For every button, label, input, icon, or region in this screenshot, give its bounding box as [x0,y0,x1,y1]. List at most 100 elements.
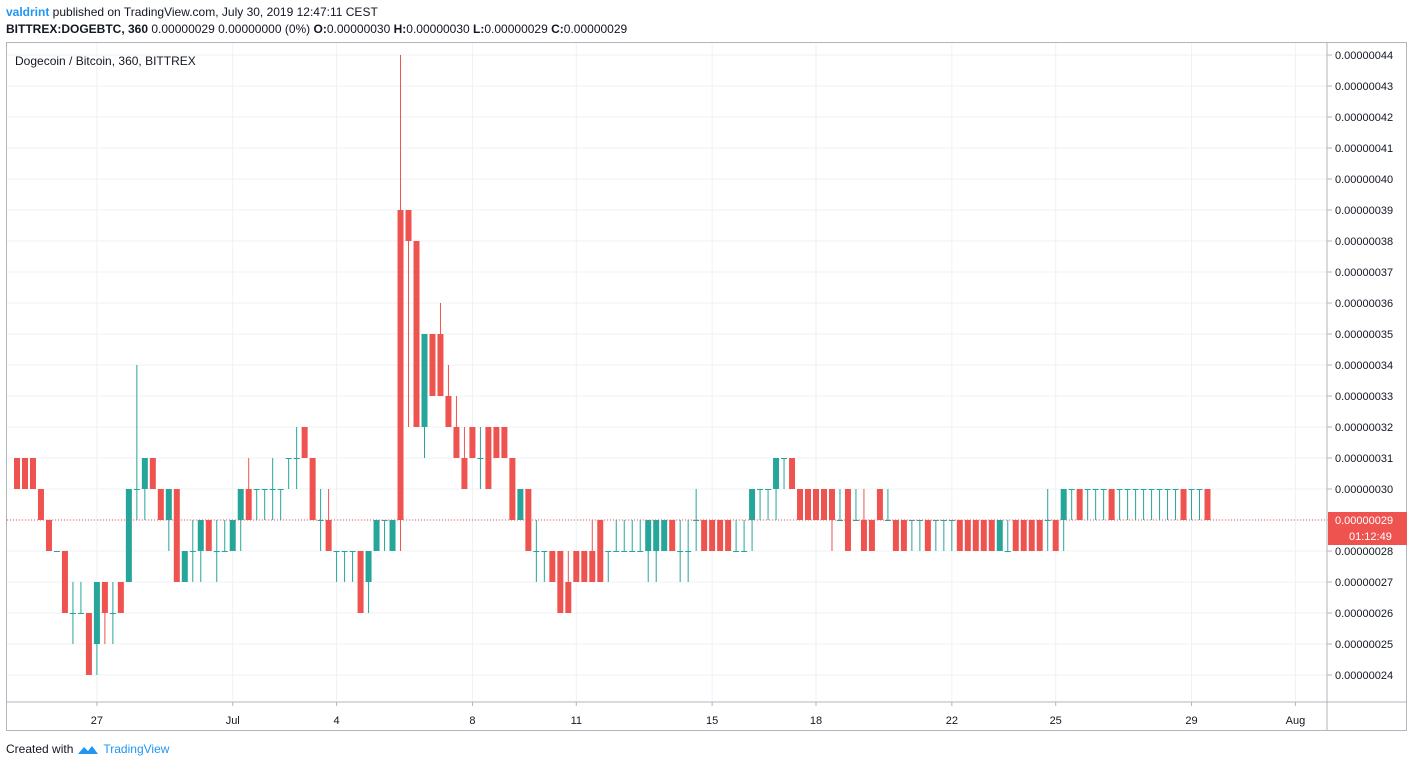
candle-body [1060,489,1067,520]
x-tick-label: 15 [706,715,718,727]
y-tick-label: 0.00000036 [1335,298,1393,310]
candle-body [141,458,148,489]
candle-body [133,489,140,490]
candle-body [61,551,68,613]
candle-body [437,334,444,396]
candle-body [533,551,540,552]
candle-body [93,582,100,644]
candle-body [181,551,188,582]
candle-body [1204,489,1211,520]
candle-body [613,551,620,552]
tradingview-logo-icon [78,745,99,754]
candle-body [725,520,732,551]
candle-body [956,520,963,551]
candle-body [541,551,548,552]
candle-body [277,489,284,490]
candle-body [189,551,196,552]
candle-body [980,520,987,551]
candle-body [621,551,628,552]
candle-body [245,489,252,520]
candle-body [701,520,708,551]
candle-body [29,458,36,489]
candle-body [357,551,364,613]
candle-body [1036,520,1043,551]
candle-body [501,427,508,458]
candle-body [1100,489,1107,490]
candle-body [629,551,636,552]
x-tick-label: 29 [1185,715,1197,727]
candle-body [741,551,748,552]
candle-body [341,551,348,552]
candle-body [309,458,316,520]
candle-body [557,551,564,613]
candle-body [661,520,668,551]
tradingview-link[interactable]: TradingView [103,742,170,756]
candle-body [948,520,955,521]
candle-body [932,520,939,521]
y-tick-label: 0.00000038 [1335,236,1393,248]
candle-body [445,396,452,427]
candle-body [165,489,172,520]
y-tick-label: 0.00000035 [1335,329,1393,341]
candle-body [797,489,804,520]
candle-body [493,427,500,458]
y-tick-label: 0.00000042 [1335,112,1393,124]
candle-body [469,427,476,458]
candle-body [996,520,1003,551]
x-tick-label: 18 [810,715,822,727]
x-tick-label: 4 [334,715,340,727]
candle-body [765,489,772,490]
candle-body [53,551,60,552]
candle-body [581,551,588,582]
candle-body [709,520,716,551]
candle-body [413,241,420,427]
candle-body [597,520,604,582]
high-value: 0.00000030 [406,22,470,36]
candle-body [1068,489,1075,490]
candle-body [964,520,971,551]
candle-body [820,489,827,520]
candle-body [173,489,180,582]
candle-body [900,520,907,551]
candle-body [221,551,228,552]
candle-body [717,520,724,551]
candle-body [884,520,891,521]
symbol-label: BITTREX:DOGEBTC, 360 [6,22,149,36]
candle-body [1156,489,1163,490]
footer: Created with TradingView [6,742,169,756]
candle-body [157,489,164,520]
author-link[interactable]: valdrint [6,5,50,19]
candle-body [677,551,684,552]
candle-body [1020,520,1027,551]
candle-body [269,489,276,490]
y-tick-label: 0.00000039 [1335,205,1393,217]
candle-body [749,489,756,520]
candle-body [1124,489,1131,490]
chart-panel[interactable] [6,42,1407,731]
candle-body [69,613,76,614]
candle-body [1044,520,1051,521]
candle-body [860,520,867,551]
candle-body [1108,489,1115,520]
candle-body [836,520,843,521]
candle-body [1084,489,1091,490]
candle-body [1012,520,1019,551]
candle-body [461,458,468,489]
x-tick-label: 25 [1050,715,1062,727]
symbol-info: BITTREX:DOGEBTC, 360 0.00000029 0.000000… [6,22,627,36]
candle-body [781,458,788,459]
candle-body [253,489,260,490]
last-price-label: 0.00000029 [1335,515,1393,527]
candle-body [805,489,812,520]
y-tick-label: 0.00000030 [1335,484,1393,496]
x-tick-label: 27 [91,715,103,727]
candle-body [101,582,108,613]
y-tick-label: 0.00000032 [1335,422,1393,434]
y-tick-label: 0.00000041 [1335,143,1393,155]
candle-body [349,551,356,552]
candle-body [21,458,28,489]
candle-body [229,520,236,551]
candle-body [988,520,995,551]
publish-info: valdrint published on TradingView.com, J… [6,5,378,19]
